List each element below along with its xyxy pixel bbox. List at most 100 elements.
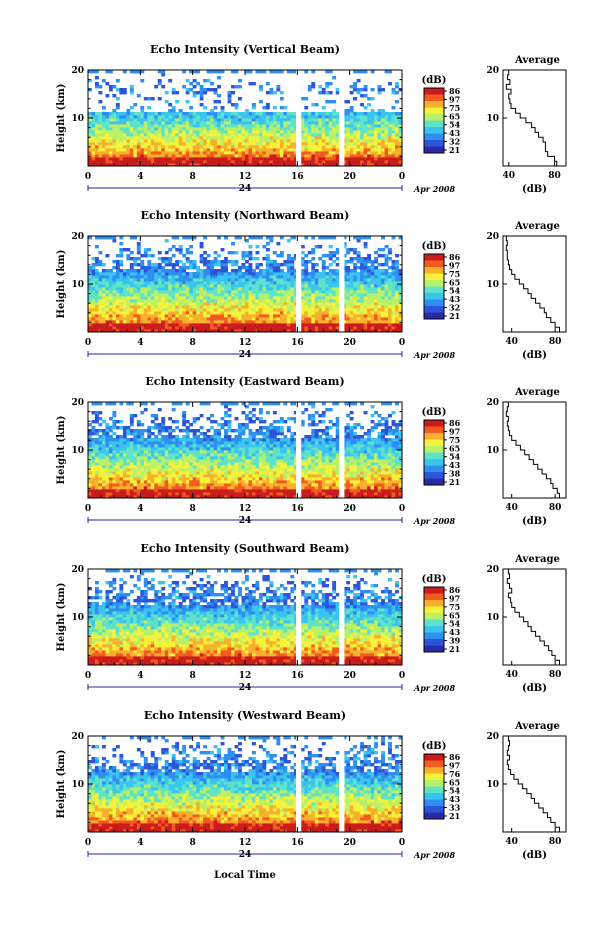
colorbar-segment bbox=[424, 603, 444, 606]
colorbar-segment bbox=[424, 470, 444, 473]
x-tick-label: 0 bbox=[399, 338, 405, 348]
colorbar-segment bbox=[424, 109, 444, 112]
colorbar-unit: (dB) bbox=[422, 241, 447, 252]
colorbar-unit: (dB) bbox=[422, 741, 447, 752]
colorbar-tick-label: 75 bbox=[449, 269, 460, 279]
colorbar-segment bbox=[424, 621, 444, 624]
colorbar-segment bbox=[424, 449, 444, 452]
colorbar-segment bbox=[424, 626, 444, 629]
average-title: Average bbox=[514, 554, 560, 565]
colorbar-tick-label: 21 bbox=[449, 644, 460, 654]
colorbar-segment bbox=[424, 144, 444, 147]
y-axis-label: Height (km) bbox=[56, 416, 67, 485]
x-tick-label: 4 bbox=[137, 838, 143, 848]
colorbar-segment bbox=[424, 483, 444, 486]
x-tick-label: 0 bbox=[399, 838, 405, 848]
average-frame bbox=[502, 568, 567, 666]
panel-1: Echo Intensity (Northward Beam) 10 20 Heigh… bbox=[56, 209, 567, 361]
colorbar-segment bbox=[424, 771, 444, 774]
colorbar-tick-label: 43 bbox=[449, 794, 461, 804]
colorbar-segment bbox=[424, 255, 444, 258]
colorbar-segment bbox=[424, 136, 444, 139]
colorbar-tick-label: 54 bbox=[449, 120, 461, 130]
colorbar-segment bbox=[424, 428, 444, 431]
heatmap bbox=[88, 70, 403, 167]
colorbar-segment bbox=[424, 420, 444, 423]
colorbar-segment bbox=[424, 140, 444, 143]
average-x-label: (dB) bbox=[522, 683, 547, 694]
y-tick-label: 10 bbox=[71, 613, 84, 623]
colorbar-segment bbox=[424, 478, 444, 481]
colorbar-segment bbox=[424, 104, 444, 107]
colorbar-segment bbox=[424, 441, 444, 444]
average-y-tick-label: 20 bbox=[486, 732, 499, 742]
colorbar-tick-label: 43 bbox=[449, 460, 461, 470]
data-gap-1 bbox=[339, 402, 345, 498]
average-y-tick-label: 10 bbox=[486, 780, 499, 790]
x-tick-label: 0 bbox=[85, 671, 91, 681]
colorbar-segment bbox=[424, 299, 444, 302]
colorbar-segment bbox=[424, 814, 444, 817]
x-tick-label: 4 bbox=[137, 504, 143, 514]
colorbar-segment bbox=[424, 450, 444, 453]
colorbar-tick-label: 43 bbox=[449, 128, 461, 138]
colorbar-segment bbox=[424, 643, 444, 646]
colorbar-tick-label: 75 bbox=[449, 103, 460, 113]
colorbar-segment bbox=[424, 606, 444, 609]
colorbar-segment bbox=[424, 433, 444, 436]
colorbar-segment bbox=[424, 775, 444, 778]
colorbar-segment bbox=[424, 306, 444, 309]
colorbar-segment bbox=[424, 426, 444, 429]
colorbar-segment bbox=[424, 809, 444, 812]
average-frame bbox=[502, 69, 567, 167]
data-gap-0 bbox=[296, 569, 302, 665]
colorbar-segment bbox=[424, 260, 444, 263]
colorbar-segment bbox=[424, 480, 444, 483]
y-axis-label: Height (km) bbox=[56, 84, 67, 153]
colorbar-segment bbox=[424, 314, 444, 317]
day-label: 24 bbox=[239, 184, 252, 194]
x-tick-label: 16 bbox=[291, 172, 304, 182]
colorbar-segment bbox=[424, 462, 444, 465]
average-x-tick-label: 80 bbox=[549, 670, 562, 680]
average-x-tick-label: 80 bbox=[549, 503, 562, 513]
colorbar-segment bbox=[424, 801, 444, 804]
colorbar-segment bbox=[424, 115, 444, 118]
colorbar-segment bbox=[424, 257, 444, 260]
colorbar-segment bbox=[424, 642, 444, 645]
colorbar-tick-label: 21 bbox=[449, 311, 460, 321]
colorbar-segment bbox=[424, 614, 444, 617]
x-axis-label: Local Time bbox=[214, 870, 276, 881]
colorbar-segment bbox=[424, 807, 444, 810]
average-profile-line bbox=[505, 236, 560, 332]
colorbar-tick-label: 39 bbox=[449, 636, 461, 646]
colorbar-segment bbox=[424, 301, 444, 304]
colorbar-tick-label: 86 bbox=[449, 752, 461, 762]
colorbar-segment bbox=[424, 463, 444, 466]
colorbar-segment bbox=[424, 595, 444, 598]
y-tick-label: 20 bbox=[71, 565, 84, 575]
colorbar-segment bbox=[424, 110, 444, 113]
colorbar-segment bbox=[424, 92, 444, 95]
colorbar-segment bbox=[424, 148, 444, 151]
day-label: 24 bbox=[239, 350, 252, 360]
colorbar-frame bbox=[423, 586, 445, 653]
colorbar-segment bbox=[424, 765, 444, 768]
colorbar-segment bbox=[424, 267, 444, 270]
colorbar-segment bbox=[424, 817, 444, 820]
x-tick-label: 8 bbox=[190, 172, 196, 182]
x-tick-label: 12 bbox=[239, 172, 252, 182]
colorbar-segment bbox=[424, 118, 444, 121]
x-tick-label: 12 bbox=[239, 338, 252, 348]
date-label: Apr 2008 bbox=[413, 184, 456, 194]
colorbar-segment bbox=[424, 309, 444, 312]
average-profile-line bbox=[506, 736, 560, 832]
colorbar-segment bbox=[424, 289, 444, 292]
day-label: 24 bbox=[239, 850, 252, 860]
colorbar-segment bbox=[424, 604, 444, 607]
colorbar-segment bbox=[424, 598, 444, 601]
average-profile-line bbox=[505, 402, 560, 498]
x-tick-label: 4 bbox=[137, 338, 143, 348]
x-tick-label: 12 bbox=[239, 671, 252, 681]
colorbar-segment bbox=[424, 481, 444, 484]
